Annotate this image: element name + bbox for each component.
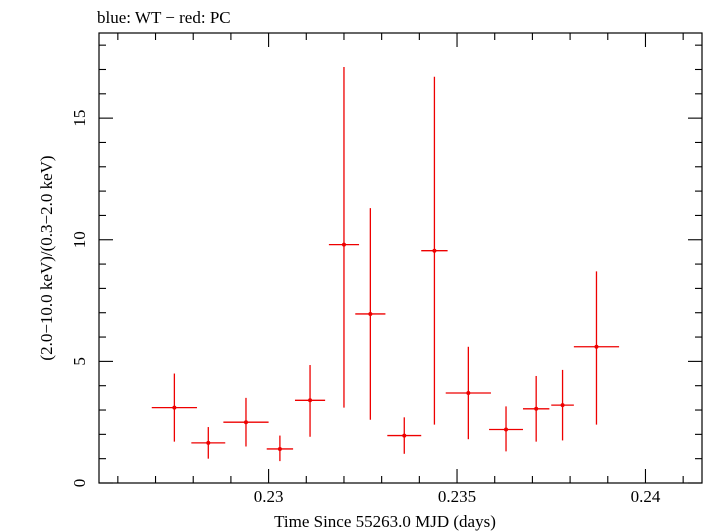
point-marker [172,405,177,410]
data-point [328,67,360,408]
data-point [294,365,326,437]
y-tick-label: 10 [70,231,89,248]
data-marks [151,67,620,462]
x-tick-label: 0.24 [631,487,661,506]
y-tick-label: 0 [70,479,89,488]
y-axis-label: (2.0−10.0 keV)/(0.3−2.0 keV) [37,155,56,360]
point-marker [341,242,346,247]
data-point [223,397,269,447]
point-marker [277,446,282,451]
data-point [191,427,226,459]
data-point [387,417,422,454]
point-marker [534,406,539,411]
data-point [355,208,386,420]
data-point [151,373,197,442]
point-marker [432,248,437,253]
plot-frame [98,32,703,484]
point-marker [594,344,599,349]
x-axis-label: Time Since 55263.0 MJD (days) [274,512,496,531]
data-point [489,406,523,452]
axis-ticks [99,33,702,484]
y-tick-label: 15 [70,110,89,127]
point-marker [504,427,509,432]
point-marker [368,311,373,316]
x-tick-label: 0.235 [438,487,476,506]
chart-title: blue: WT − red: PC [97,8,231,27]
data-point [421,76,448,425]
data-point [522,375,550,442]
point-marker [308,398,313,403]
point-marker [206,440,211,445]
x-tick-label: 0.23 [254,487,284,506]
point-marker [243,420,248,425]
data-point [551,369,574,441]
y-tick-label: 5 [70,357,89,366]
data-point [266,435,294,462]
point-marker [402,433,407,438]
point-marker [560,403,565,408]
data-point [445,346,491,440]
tick-labels: 0.23 0.235 0.24 0 5 10 15 [70,110,661,506]
data-point [573,271,620,425]
point-marker [466,391,471,395]
